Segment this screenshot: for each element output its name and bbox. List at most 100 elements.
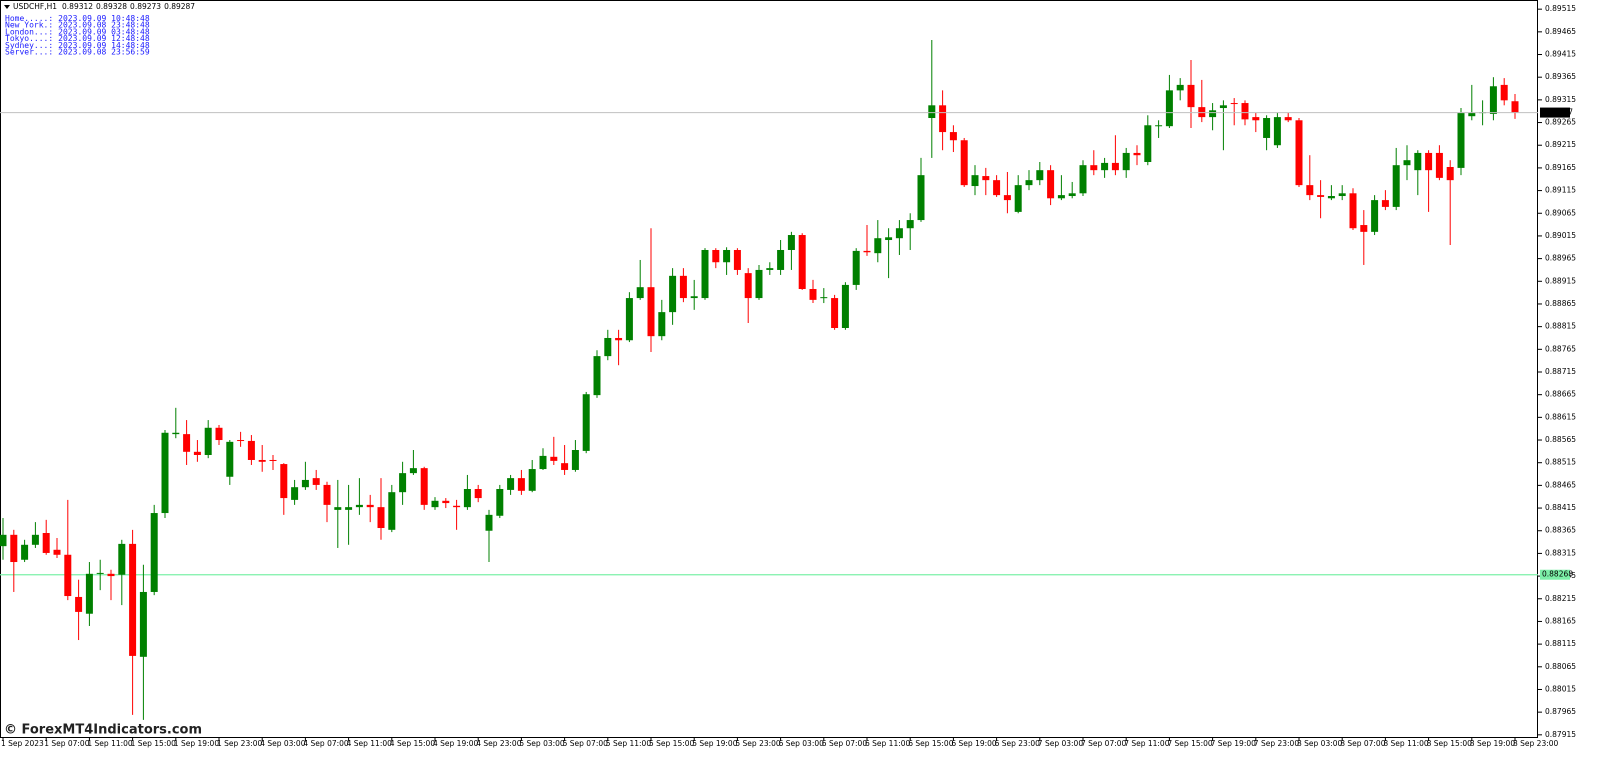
- candle-body: [1371, 200, 1379, 232]
- symbol: USDCHF,H1: [13, 2, 57, 11]
- candle-body: [1500, 84, 1508, 101]
- x-tick-label: 6 Sep 19:00: [951, 739, 997, 748]
- candle-body: [1511, 101, 1519, 113]
- candle-body: [604, 337, 612, 357]
- candle-body: [1360, 225, 1368, 232]
- candle-body: [1252, 117, 1260, 121]
- candle-body: [1068, 193, 1076, 197]
- y-tick-label: 0.89215: [1545, 140, 1576, 149]
- candle-body: [161, 432, 169, 514]
- clock-time: 2023.09.09 03:48:48: [58, 27, 150, 36]
- candle-body: [1306, 185, 1314, 196]
- candle-body: [744, 273, 752, 299]
- clock-label: Home.....:: [5, 14, 53, 23]
- candle-body: [226, 441, 234, 477]
- candle-body: [269, 459, 277, 461]
- candle-body: [1101, 162, 1109, 171]
- clock-label: Server...:: [5, 47, 53, 56]
- candle-body: [172, 432, 180, 435]
- candle-body: [1338, 193, 1346, 197]
- clock-time: 2023.09.09 14:48:48: [58, 40, 150, 49]
- plot-frame: [0, 0, 1538, 738]
- candle-body: [1392, 165, 1400, 207]
- candle-body: [183, 434, 191, 452]
- clock-label: Tokyo....:: [5, 34, 53, 43]
- y-tick-label: 0.88715: [1545, 367, 1576, 376]
- candle-body: [75, 596, 83, 612]
- candle-body: [64, 554, 72, 597]
- x-tick-label: 7 Sep 23:00: [1254, 739, 1300, 748]
- x-tick-label: 1 Sep 19:00: [174, 739, 220, 748]
- candle-body: [258, 459, 266, 462]
- candle-body: [571, 450, 579, 470]
- x-tick-label: 6 Sep 03:00: [779, 739, 825, 748]
- x-tick-label: 6 Sep 07:00: [822, 739, 868, 748]
- x-tick-label: 8 Sep 11:00: [1383, 739, 1429, 748]
- y-tick-label: 0.88965: [1545, 254, 1576, 263]
- candle-body: [1025, 180, 1033, 186]
- candle-body: [345, 507, 353, 510]
- candle-body: [550, 456, 558, 461]
- y-tick-label: 0.88465: [1545, 480, 1576, 489]
- x-tick-label: 7 Sep 19:00: [1211, 739, 1257, 748]
- candle-body: [312, 478, 320, 485]
- candle-body: [841, 284, 849, 329]
- x-tick-label: 1 Sep 23:00: [217, 739, 263, 748]
- candle-body: [755, 269, 763, 299]
- y-tick-label: 0.88665: [1545, 390, 1576, 399]
- candle-body: [139, 591, 147, 657]
- x-tick-label: 1 Sep 15:00: [131, 739, 177, 748]
- candle-body: [982, 176, 990, 181]
- candle-body: [291, 487, 299, 500]
- y-tick-label: 0.87965: [1545, 707, 1576, 716]
- x-tick-label: 4 Sep 03:00: [260, 739, 306, 748]
- candle-body: [150, 513, 158, 592]
- x-tick-label: 5 Sep 15:00: [649, 739, 695, 748]
- candle-body: [1036, 170, 1044, 181]
- y-tick-label: 0.88215: [1545, 594, 1576, 603]
- candle-body: [1425, 152, 1433, 171]
- clock-time: 2023.09.09 10:48:48: [58, 14, 150, 23]
- candle-body: [1111, 162, 1119, 171]
- candle-body: [669, 275, 677, 313]
- header-close: 0.89287: [164, 2, 195, 11]
- candle-body: [636, 287, 644, 299]
- y-tick-label: 0.89115: [1545, 186, 1576, 195]
- x-tick-label: 1 Sep 11:00: [87, 739, 133, 748]
- candle-body: [118, 543, 126, 575]
- candle-body: [1414, 152, 1422, 171]
- candle-body: [53, 549, 61, 555]
- x-tick-label: 6 Sep 15:00: [908, 739, 954, 748]
- y-tick-label: 0.88765: [1545, 344, 1576, 353]
- header-open: 0.89312: [62, 2, 93, 11]
- candle-body: [366, 504, 374, 508]
- candle-body: [733, 249, 741, 270]
- y-tick-label: 0.89265: [1545, 118, 1576, 127]
- chart-header: USDCHF,H1 0.89312 0.89328 0.89273 0.89287: [13, 2, 195, 11]
- candle-body: [377, 507, 385, 529]
- y-tick-label: 0.88315: [1545, 548, 1576, 557]
- candle-body: [129, 543, 137, 656]
- x-tick-label: 5 Sep 07:00: [563, 739, 609, 748]
- level-label: 0.88268: [1542, 570, 1573, 579]
- candle-body: [10, 534, 18, 563]
- candle-body: [885, 237, 893, 241]
- clock-line: Tokyo....: 2023.09.09 12:48:48: [5, 34, 150, 43]
- clock-line: New York.: 2023.09.08 23:48:48: [5, 20, 150, 29]
- y-tick-label: 0.89415: [1545, 50, 1576, 59]
- watermark: © ForexMT4Indicators.com: [4, 723, 202, 738]
- candle-body: [420, 468, 428, 505]
- candle-body: [863, 250, 871, 253]
- x-tick-label: 6 Sep 11:00: [865, 739, 911, 748]
- candle-body: [496, 489, 504, 516]
- candle-body: [701, 249, 709, 299]
- x-tick-label: 4 Sep 19:00: [433, 739, 479, 748]
- candle-body: [939, 105, 947, 133]
- candle-body: [463, 489, 471, 508]
- candle-body: [582, 394, 590, 451]
- candle-body: [388, 492, 396, 530]
- candle-body: [787, 235, 795, 250]
- candle-body: [517, 478, 525, 491]
- header-high: 0.89328: [96, 2, 127, 11]
- candle-body: [42, 533, 50, 553]
